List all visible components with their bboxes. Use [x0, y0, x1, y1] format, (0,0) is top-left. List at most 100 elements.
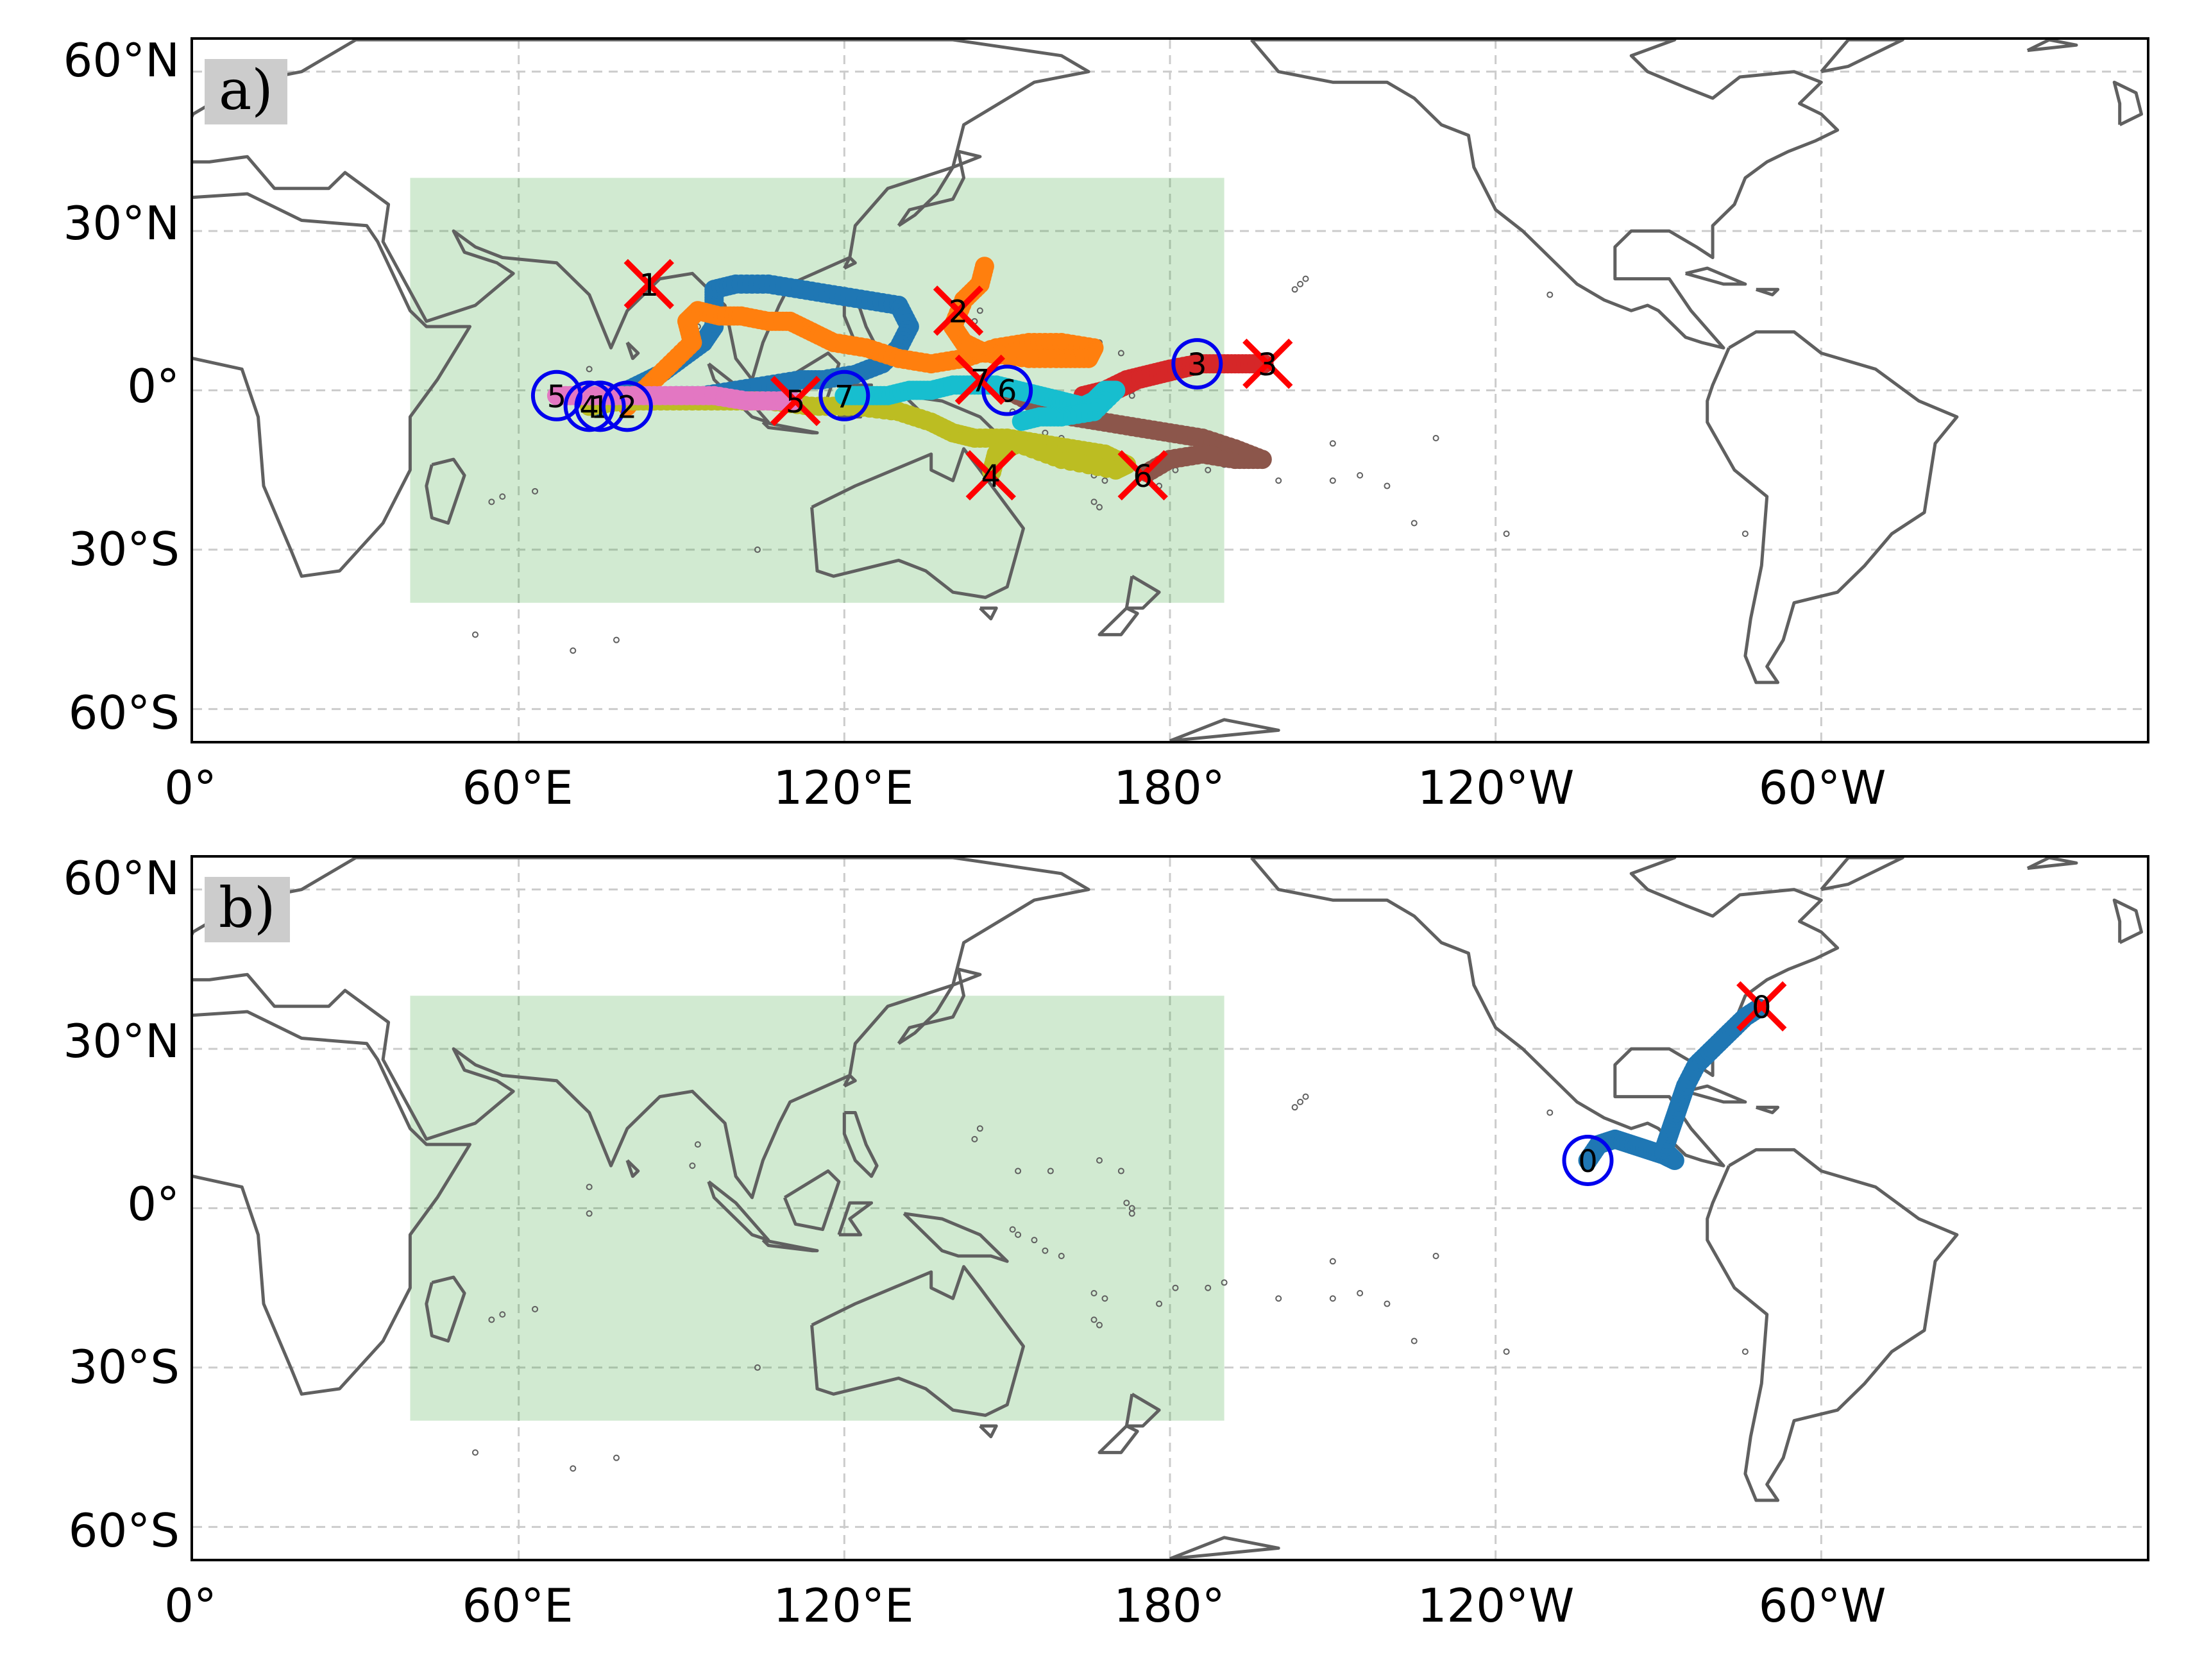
y-tick-label: 30°S	[68, 522, 180, 576]
coastline	[837, 1201, 874, 1237]
island	[586, 1184, 593, 1191]
island	[1205, 1284, 1212, 1291]
island	[1275, 477, 1282, 484]
coastline	[783, 1169, 841, 1232]
island	[613, 1454, 620, 1461]
coastline	[1756, 1105, 1780, 1114]
island	[613, 636, 620, 643]
island	[754, 1364, 761, 1371]
island	[1128, 392, 1135, 399]
island	[1741, 530, 1749, 538]
island	[499, 1311, 506, 1318]
y-tick-label: 0°	[127, 359, 180, 413]
coastline	[1250, 858, 1840, 1167]
y-tick-label: 60°S	[68, 1504, 180, 1557]
coastline	[1097, 606, 1139, 636]
coastline	[193, 192, 471, 578]
island	[976, 307, 983, 314]
x-tick-label: 180°	[1114, 761, 1225, 815]
coastline	[1756, 287, 1780, 296]
coastline	[842, 1111, 879, 1178]
x-tick-label: 60°W	[1758, 761, 1886, 815]
coastline	[1169, 718, 1280, 741]
island	[1128, 1210, 1135, 1217]
track-end-marker	[770, 375, 821, 427]
island	[1096, 1157, 1103, 1164]
y-tick-label: 30°N	[63, 196, 180, 250]
island	[1357, 471, 1364, 479]
island	[586, 1210, 593, 1217]
island	[1329, 477, 1336, 484]
x-tick-label: 120°E	[773, 1579, 914, 1633]
x-tick-label: 120°W	[1417, 1579, 1575, 1633]
island	[694, 1141, 701, 1148]
y-tick-label: 30°N	[63, 1014, 180, 1068]
island	[1221, 1279, 1228, 1286]
island	[1411, 1337, 1418, 1345]
island	[1172, 1284, 1179, 1291]
island	[1117, 350, 1124, 357]
track-start-label: 7	[835, 379, 854, 415]
coastline	[902, 1212, 1009, 1263]
island	[471, 1449, 479, 1456]
coastline	[897, 149, 982, 227]
island	[1042, 1247, 1049, 1254]
coastline	[810, 1265, 1025, 1417]
track-end-label: 5	[786, 384, 806, 420]
island	[488, 1316, 495, 1323]
island	[1123, 1200, 1130, 1207]
island	[532, 488, 539, 495]
island	[1058, 1253, 1065, 1260]
map-canvas-b: 00	[193, 858, 2147, 1559]
island	[1291, 1104, 1298, 1111]
track-start-marker	[1171, 338, 1223, 390]
coastline	[625, 1159, 640, 1178]
coastline	[193, 1010, 471, 1396]
island	[1031, 1237, 1038, 1244]
panel-label: b)	[205, 877, 290, 942]
coastline	[897, 967, 982, 1045]
island	[1357, 1289, 1364, 1296]
coastline	[1124, 1393, 1161, 1428]
island	[1275, 1295, 1282, 1302]
track-start-label: 6	[997, 374, 1017, 410]
track-end-label: 0	[1752, 990, 1772, 1026]
coastline	[2112, 80, 2143, 126]
track-end-marker	[623, 259, 674, 310]
coastline	[707, 362, 770, 424]
coastline	[2112, 898, 2143, 944]
coastline	[1820, 858, 1904, 892]
track-point	[974, 257, 994, 276]
coastline	[2026, 858, 2078, 870]
island	[1015, 1231, 1022, 1238]
island	[1009, 1226, 1016, 1233]
island	[1546, 1109, 1554, 1116]
island	[1101, 477, 1108, 484]
island	[1205, 466, 1212, 473]
island	[1117, 1167, 1124, 1175]
coastline	[843, 1074, 857, 1088]
island	[1503, 530, 1510, 538]
track-start-marker	[563, 380, 615, 432]
island	[570, 1465, 577, 1472]
island	[532, 1305, 539, 1312]
y-tick-label: 30°S	[68, 1340, 180, 1394]
track-end-label: 1	[639, 267, 659, 303]
coastline	[1250, 40, 1840, 350]
island	[586, 366, 593, 373]
island	[1432, 1253, 1439, 1260]
track-end-label: 2	[949, 294, 969, 330]
region-box	[410, 996, 1224, 1421]
track-end-label: 3	[1258, 347, 1278, 383]
x-tick-label: 60°E	[462, 761, 573, 815]
island	[1297, 280, 1304, 287]
track-point	[1012, 411, 1031, 431]
track-start-marker	[1562, 1134, 1614, 1186]
island	[976, 1125, 983, 1132]
track-start-marker	[981, 364, 1033, 416]
coastline	[843, 256, 857, 270]
island	[1096, 1321, 1103, 1328]
coastline	[193, 858, 1090, 1200]
